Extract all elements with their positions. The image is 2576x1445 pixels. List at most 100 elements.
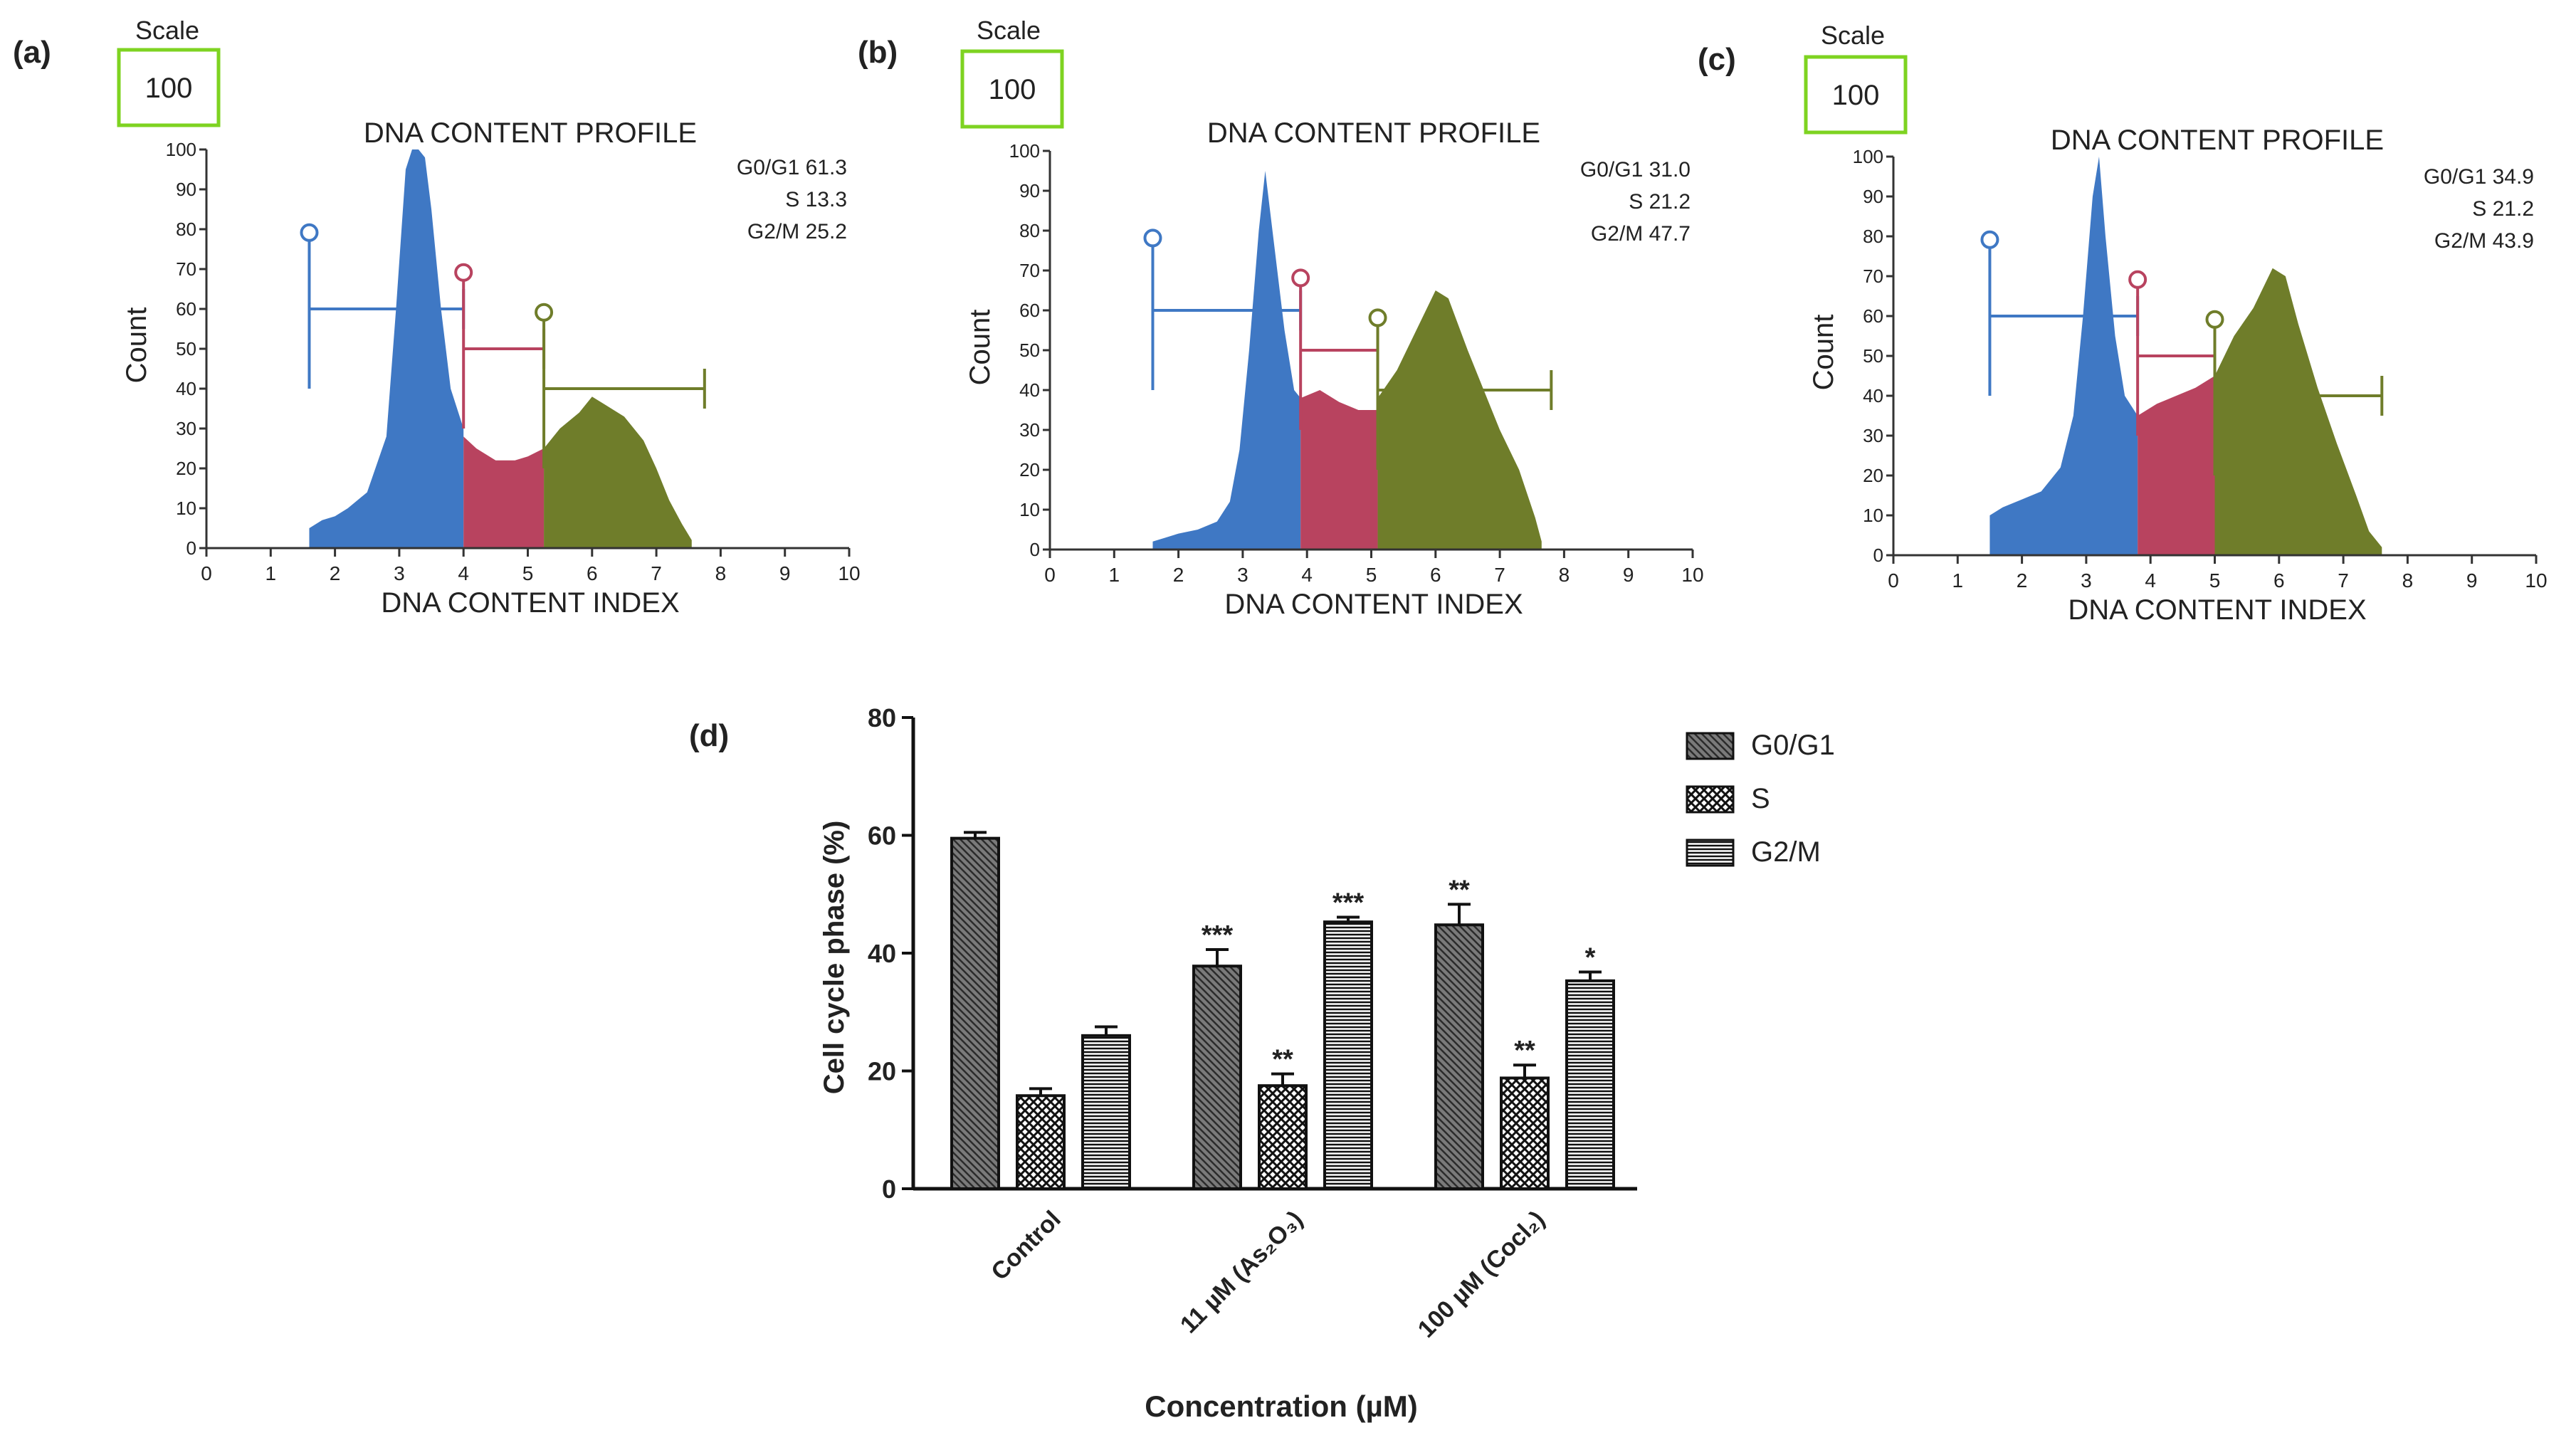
x-tick-label: 4 [2145,569,2156,592]
plot-title: DNA CONTENT PROFILE [2051,125,2384,156]
stat-s: S 13.3 [785,188,847,211]
y-axis-label: Count [1808,315,1839,391]
y-tick-label: 30 [1863,425,1883,446]
legend-label-s: S [1751,783,1770,814]
significance-label: ** [1514,1036,1535,1066]
phase-area-g0g1 [309,149,464,548]
y-tick-label: 50 [1863,345,1883,367]
y-tick-label: 90 [176,179,196,200]
y-tick-label: 10 [176,498,196,519]
x-tick-label: 0 [1888,569,1899,592]
y-tick-label: 0 [186,537,196,559]
legend: G0/G1 S G2/M [1686,730,1835,868]
x-tick-label: 2 [2017,569,2028,592]
y-tick-label: 30 [1019,419,1040,441]
x-axis-label: DNA CONTENT INDEX [1224,589,1523,620]
y-tick-label: 60 [1019,300,1040,321]
y-tick-label: 70 [1863,266,1883,287]
x-tick-label: 5 [1366,564,1377,586]
x-tick-label: 7 [1494,564,1505,586]
gate-s-handle [2128,270,2147,289]
y-tick-label: 60 [176,298,196,320]
stat-s: S 21.2 [2472,197,2534,221]
y-tick-label: 40 [1863,385,1883,406]
panel-label: (d) [689,718,729,753]
y-tick-label: 20 [1863,465,1883,486]
stat-s: S 21.2 [1629,190,1691,214]
significance-label: ** [1449,875,1470,905]
legend-label-g2m: G2/M [1751,836,1821,868]
y-tick-label: 0 [882,1175,896,1204]
x-tick-label: 4 [458,562,469,584]
y-tick-label: 80 [1019,220,1040,241]
y-tick-label: 30 [176,418,196,439]
x-tick-label: 10 [838,562,860,584]
significance-label: ** [1272,1045,1293,1075]
gate-g2m-handle [1368,308,1387,327]
legend-swatch-s [1686,785,1735,814]
scale-label: Scale [977,16,1041,45]
x-tick-label: 5 [522,562,534,584]
scale-box [1804,55,1908,135]
x-tick-label: 7 [2338,569,2349,592]
plot-title: DNA CONTENT PROFILE [1207,117,1540,149]
y-tick-label: 80 [868,703,896,732]
x-tick-label: 8 [1559,564,1570,586]
phase-area-g2m [544,396,692,548]
bar-g2m [1081,1034,1131,1190]
panel-label: (b) [858,35,898,70]
y-tick-label: 70 [1019,260,1040,281]
x-tick-label: 1 [1952,569,1964,592]
y-tick-label: 90 [1863,186,1883,207]
x-tick-label: 0 [201,562,212,584]
y-tick-label: 60 [868,821,896,851]
phase-area-s [1300,390,1378,550]
y-tick-label: 0 [1873,545,1883,566]
y-tick-label: 40 [176,378,196,399]
plot-title: DNA CONTENT PROFILE [364,117,697,149]
x-tick-label: 6 [587,562,598,584]
bar-s [1500,1076,1550,1191]
category-label: 100 µM (Cocl₂) [1413,1206,1550,1343]
category-label: 11 µM (As₂O₃) [1175,1206,1308,1339]
x-axis-label: DNA CONTENT INDEX [381,587,679,619]
x-tick-label: 10 [2525,569,2547,592]
stat-g1: G0/G1 61.3 [737,156,847,179]
bar-g2m [1565,979,1615,1190]
scale-box [960,49,1064,129]
y-tick-label: 10 [1863,505,1883,526]
y-tick-label: 0 [1030,539,1040,560]
significance-label: *** [1332,888,1365,918]
gate-g2m-handle [2205,310,2224,329]
scale-value: 100 [989,74,1036,105]
y-tick-label: 50 [176,338,196,359]
y-tick-label: 40 [1019,379,1040,401]
bar-g0g1 [950,836,1000,1190]
x-tick-label: 6 [1430,564,1441,586]
x-tick-label: 9 [1623,564,1634,586]
bar-g2m [1323,920,1373,1190]
stat-g2m: G2/M 25.2 [747,220,847,243]
gate-g0g1-handle [1143,228,1162,248]
legend-swatch-g1 [1686,732,1735,760]
gate-s-handle [454,263,473,282]
scale-value: 100 [145,73,193,104]
y-tick-label: 90 [1019,180,1040,201]
stat-g1: G0/G1 34.9 [2424,165,2534,189]
bar-s [1016,1094,1066,1190]
phase-area-s [2138,376,2215,555]
y-axis-label: Count [964,310,996,386]
gate-s-handle [1291,268,1310,288]
y-axis-label: Count [121,308,152,384]
x-tick-label: 3 [2081,569,2092,592]
y-tick-label: 100 [1009,140,1040,162]
x-tick-label: 3 [1237,564,1248,586]
x-tick-label: 2 [330,562,341,584]
y-axis-label: Cell cycle phase (%) [819,821,850,1095]
stat-g2m: G2/M 43.9 [2434,229,2534,253]
significance-label: *** [1202,920,1234,950]
category-label: Control [986,1206,1066,1286]
x-tick-label: 6 [2273,569,2285,592]
